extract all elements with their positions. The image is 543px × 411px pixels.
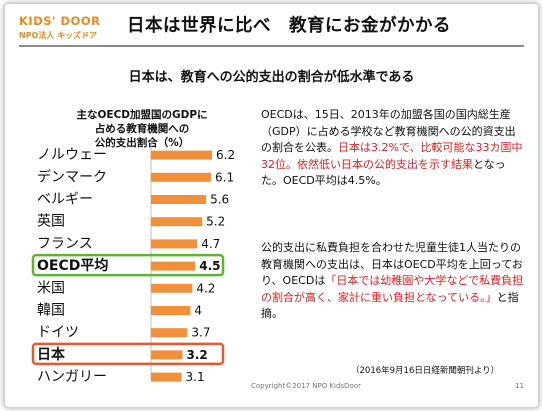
category-label: 日本 bbox=[37, 346, 66, 363]
highlight-box bbox=[31, 253, 225, 277]
chart-title: 主なOECD加盟国のGDPに 占める教育機関への 公的支出割合（%） bbox=[47, 108, 237, 150]
category-label: 英国 bbox=[37, 213, 65, 230]
bar bbox=[151, 217, 203, 227]
category-label: OECD平均 bbox=[37, 257, 108, 274]
category-label: ベルギー bbox=[37, 192, 93, 208]
value-label: 6.1 bbox=[215, 170, 234, 184]
bar bbox=[151, 172, 212, 182]
bar bbox=[151, 350, 183, 360]
slide-subtitle: 日本は、教育への公的支出の割合が低水準である bbox=[128, 70, 415, 85]
bar bbox=[151, 261, 196, 271]
title-divider bbox=[19, 45, 524, 47]
logo-main-text: KIDS' DOOR bbox=[19, 14, 101, 28]
value-label: 4.7 bbox=[201, 237, 220, 251]
value-label: 3.1 bbox=[186, 370, 205, 384]
value-label: 3.2 bbox=[186, 348, 207, 362]
value-label: 4.2 bbox=[196, 281, 215, 295]
category-label: ノルウェー bbox=[37, 147, 107, 163]
paragraph-oecd-announcement: OECDは、15日、2013年の加盟各国の国内総生産（GDP）に占める学校など教… bbox=[261, 107, 525, 190]
bar bbox=[151, 306, 191, 315]
category-label: 韓国 bbox=[37, 303, 65, 319]
bar bbox=[151, 150, 212, 160]
chart-title-line-2: 占める教育機関への bbox=[94, 123, 190, 135]
chart-title-line-1: 主なOECD加盟国のGDPに bbox=[76, 109, 208, 121]
bar bbox=[151, 283, 193, 293]
bar bbox=[151, 372, 182, 382]
logo-sub-text: NPO法人 キッズドア bbox=[19, 31, 98, 40]
highlight-box bbox=[31, 342, 225, 366]
paragraph-private-spending: 公的支出に私費負担を合わせた児童生徒1人当たりの教育機関への支出は、日本はOEC… bbox=[261, 240, 525, 323]
slide: KIDS' DOOR NPO法人 キッズドア 日本は世界に比べ 教育にお金がかか… bbox=[4, 3, 539, 408]
value-label: 5.2 bbox=[206, 215, 225, 229]
chart-title-line-3: 公的支出割合（%） bbox=[94, 137, 190, 149]
source-note: （2016年9月16日日経新聞朝刊より） bbox=[351, 366, 500, 376]
category-label: デンマーク bbox=[37, 168, 107, 185]
value-label: 4 bbox=[194, 304, 202, 318]
kidsdoor-logo: KIDS' DOOR NPO法人 キッズドア bbox=[19, 14, 109, 46]
page-number: 11 bbox=[515, 382, 524, 390]
category-label: 米国 bbox=[37, 280, 65, 296]
category-label: ドイツ bbox=[37, 325, 79, 341]
value-label: 4.5 bbox=[199, 259, 220, 273]
bar bbox=[151, 239, 198, 249]
paragraph-1-text-a: OECDは、15日、2013年の加盟各国の国内総生産（GDP）に占める学校など教… bbox=[261, 108, 516, 154]
slide-title: 日本は世界に比べ 教育にお金がかかる bbox=[127, 16, 451, 36]
bar bbox=[151, 195, 207, 204]
paragraph-2-text-b: と指摘。 bbox=[261, 290, 519, 321]
bar bbox=[151, 328, 188, 338]
value-label: 6.2 bbox=[216, 148, 235, 162]
copyright: Copyright©2017 NPO KidsDoor bbox=[251, 382, 361, 390]
value-label: 3.7 bbox=[191, 326, 210, 340]
category-label: ハンガリー bbox=[37, 369, 107, 385]
paragraph-1-highlight: 日本は3.2%で、比較可能な33カ国中32位。依然低い日本の公的支出を示す結果 bbox=[261, 141, 523, 171]
paragraph-2-text-a: 公的支出に私費負担を合わせた児童生徒1人当たりの教育機関への支出は、日本はOEC… bbox=[261, 241, 523, 287]
paragraph-2-highlight: 「日本では幼稚園や大学などで私費負担の割合が高く、家計に重い負担となっている。」 bbox=[261, 274, 524, 304]
category-label: フランス bbox=[37, 236, 93, 252]
bar-chart: ノルウェー 6.2 デンマーク 6.1 ベルギー 5.6 英国 5.2 フランス 4.7 OECD平… bbox=[31, 139, 235, 385]
paragraph-1-text-b: となった。OECD平均は4.5%。 bbox=[261, 157, 506, 188]
value-label: 5.6 bbox=[210, 193, 229, 207]
